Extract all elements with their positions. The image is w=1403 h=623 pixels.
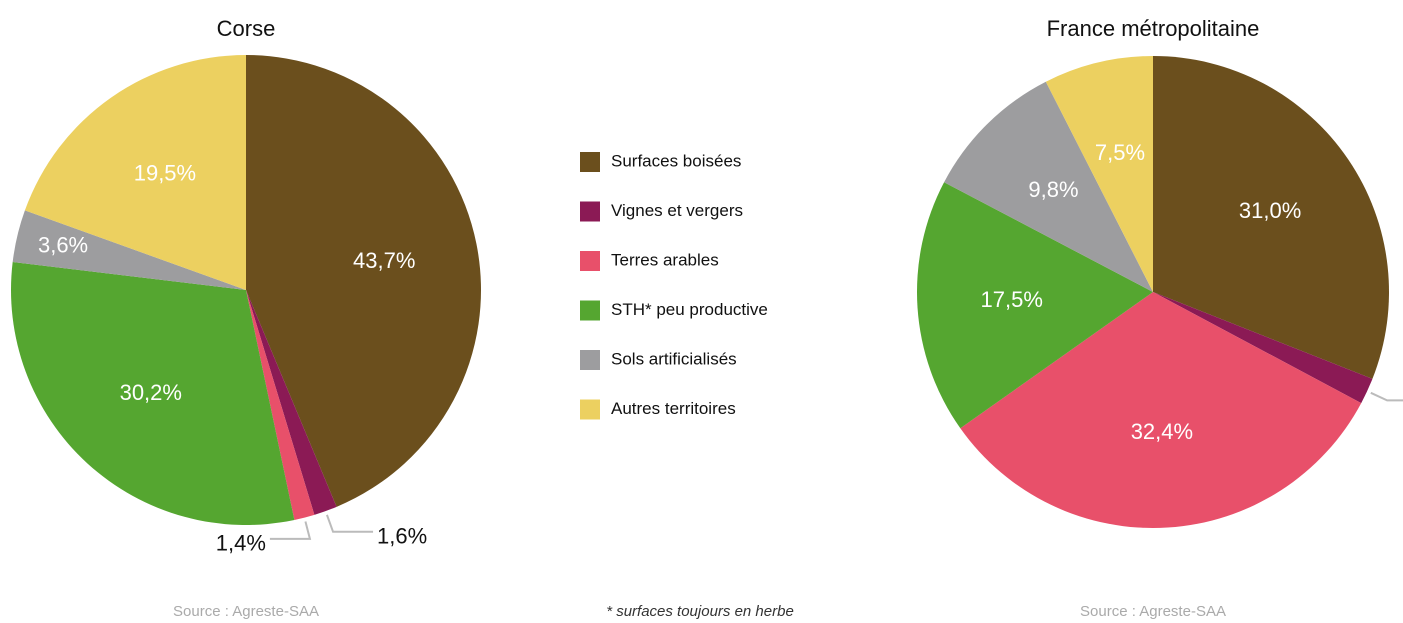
value-label: 31,0% [1239,198,1301,223]
legend-swatch [580,251,600,271]
legend-label: Surfaces boisées [611,151,741,170]
value-label: 1,4% [216,531,266,556]
chart-title: Corse [217,16,276,41]
pie-slice [944,81,1153,292]
leader-line [326,514,374,533]
pie-slice [1045,56,1153,292]
value-label: 19,5% [134,160,196,185]
legend-swatch [580,152,600,172]
leader-line [1370,391,1403,402]
leader-line [269,521,312,540]
pie-slice [1153,292,1373,404]
pie-slice [246,290,315,520]
pie-slice [917,182,1153,429]
pie-slice [1153,56,1389,379]
footnote: * surfaces toujours en herbe [606,603,794,620]
value-label: 3,6% [38,232,88,257]
legend-label: STH* peu productive [611,300,768,319]
value-label: 1,6% [377,524,427,549]
legend-swatch [580,300,600,321]
pie-slice [960,292,1362,528]
legend-swatch [580,350,600,370]
value-label: 30,2% [120,380,182,405]
value-label: 43,7% [353,248,415,273]
legend-label: Vignes et vergers [611,201,743,220]
pie-slice [24,55,246,290]
legend-label: Terres arables [611,250,719,269]
legend-swatch [580,201,600,222]
source: Source : Agreste-SAA [173,603,319,620]
pie-slice [12,210,246,290]
legend-swatch [580,399,600,420]
legend-label: Sols artificialisés [611,349,737,368]
source: Source : Agreste-SAA [1080,603,1226,620]
legend-label: Autres territoires [611,399,736,418]
pie-slice [246,55,481,507]
value-label: 9,8% [1028,177,1078,202]
value-label: 7,5% [1095,140,1145,165]
pie-slice [246,290,337,515]
pie-slice [11,262,295,525]
chart-title: France métropolitaine [1047,16,1260,41]
value-label: 17,5% [981,287,1043,312]
value-label: 32,4% [1131,419,1193,444]
